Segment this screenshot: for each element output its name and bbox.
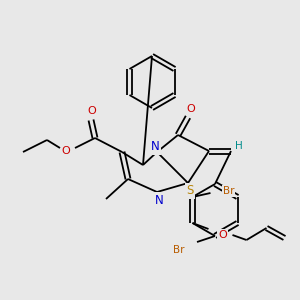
Text: O: O [187, 104, 195, 114]
Text: H: H [235, 141, 243, 151]
Text: N: N [151, 140, 159, 154]
Text: S: S [186, 184, 194, 197]
Text: N: N [154, 194, 164, 206]
Text: O: O [61, 146, 70, 156]
Text: O: O [218, 230, 227, 240]
Text: O: O [88, 106, 96, 116]
Text: Br: Br [223, 186, 234, 196]
Text: Br: Br [173, 245, 185, 255]
